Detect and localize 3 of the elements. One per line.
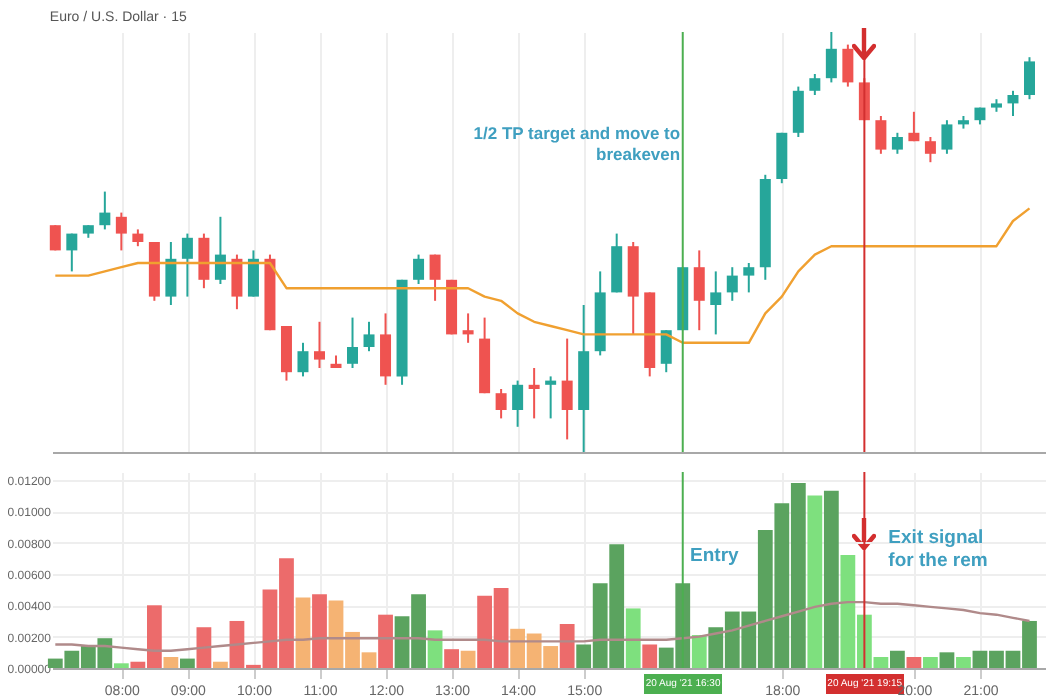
annotation: Exit signal for the rem [888, 526, 988, 572]
annotation: Entry [690, 545, 741, 568]
annotation: 1/2 TP target and move to breakeven [473, 122, 681, 164]
